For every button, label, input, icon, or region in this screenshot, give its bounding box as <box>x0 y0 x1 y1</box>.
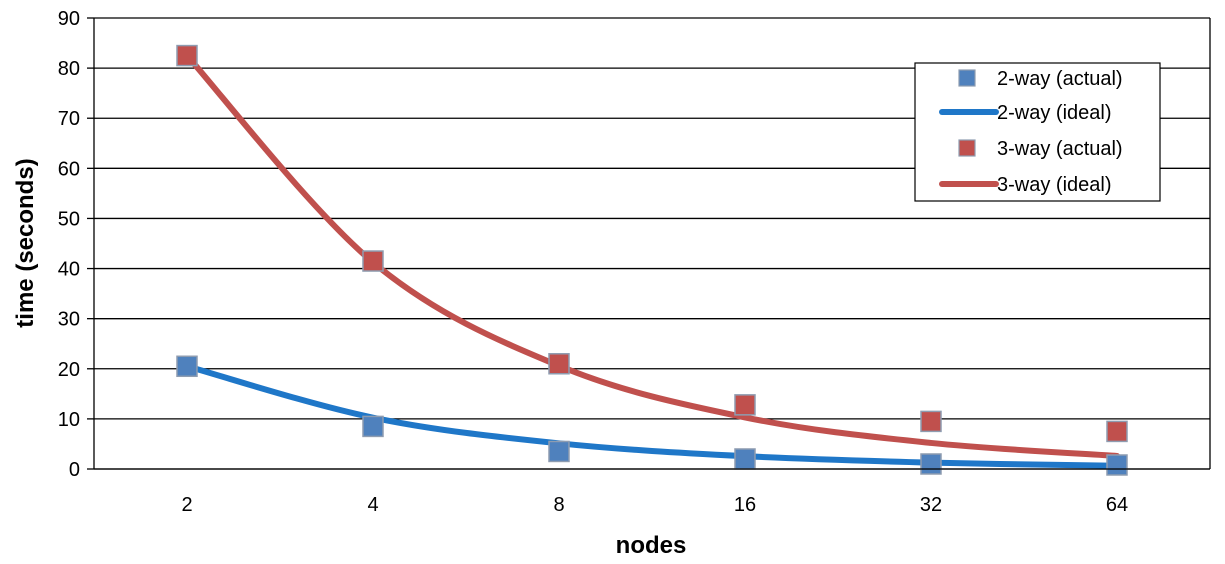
y-tick-label: 30 <box>58 309 80 331</box>
data-point-2-way-actual <box>548 440 570 463</box>
data-point-3-way-actual <box>920 410 942 433</box>
legend-box <box>914 62 1161 202</box>
data-point-3-way-actual <box>548 353 570 375</box>
legend-label-2-way-ideal: 2-way (ideal) <box>997 102 1111 124</box>
data-point-2-way-actual <box>176 355 198 378</box>
legend-swatch-2-way-actual <box>958 69 976 87</box>
axes <box>93 18 1211 470</box>
series-line-2-way-ideal <box>184 363 1120 469</box>
data-point-2-way-actual <box>734 448 756 470</box>
data-point-3-way-actual <box>734 394 756 416</box>
legend-swatch-3-way-actual <box>958 139 976 157</box>
y-tick-label: 40 <box>58 259 80 281</box>
data-point-2-way-actual <box>362 415 384 438</box>
data-point-2-way-actual <box>1106 454 1128 476</box>
y-tick-label: 80 <box>58 58 80 80</box>
x-tick-label: 64 <box>1106 494 1128 516</box>
series-line-3-way-ideal <box>184 52 1120 459</box>
y-tick-label: 60 <box>58 158 80 180</box>
series-layer <box>176 44 1128 476</box>
y-tick-label: 70 <box>58 108 80 130</box>
legend-label-3-way-actual: 3-way (actual) <box>997 138 1123 160</box>
y-tick-label: 50 <box>58 208 80 230</box>
y-tick-label: 0 <box>69 459 80 481</box>
legend-label-2-way-actual: 2-way (actual) <box>997 68 1123 90</box>
y-tick-label: 20 <box>58 359 80 381</box>
y-tick-label: 90 <box>58 8 80 30</box>
x-tick-label: 32 <box>920 494 942 516</box>
y-tick-labels: 0 10 20 30 40 50 60 70 80 90 <box>58 8 80 481</box>
legend: 2-way (actual) 2-way (ideal) 3-way (actual… <box>914 62 1161 202</box>
y-tick-label: 10 <box>58 409 80 431</box>
x-tick-labels: 2 4 8 16 32 64 <box>181 494 1128 516</box>
x-tick-label: 2 <box>181 494 192 516</box>
data-point-3-way-actual <box>362 250 384 272</box>
data-point-3-way-actual <box>1106 420 1128 443</box>
data-point-2-way-actual <box>920 453 942 475</box>
x-tick-label: 16 <box>734 494 756 516</box>
x-axis-title: nodes <box>616 532 687 559</box>
y-axis-title: time (seconds) <box>12 158 39 327</box>
x-tick-label: 4 <box>367 494 378 516</box>
x-tick-label: 8 <box>553 494 564 516</box>
data-point-3-way-actual <box>176 44 198 67</box>
legend-label-3-way-ideal: 3-way (ideal) <box>997 174 1111 196</box>
